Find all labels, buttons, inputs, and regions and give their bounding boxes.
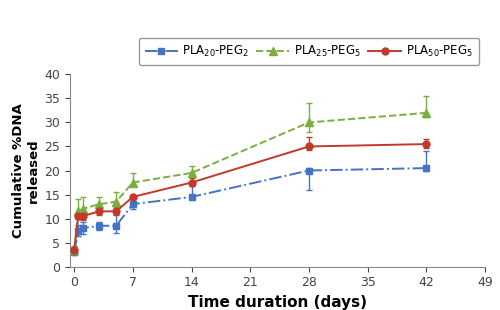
Y-axis label: Cumulative %DNA
released: Cumulative %DNA released [12,103,40,238]
X-axis label: Time duration (days): Time duration (days) [188,295,367,310]
Legend: PLA$_{20}$-PEG$_{2}$, PLA$_{25}$-PEG$_{5}$, PLA$_{50}$-PEG$_{5}$: PLA$_{20}$-PEG$_{2}$, PLA$_{25}$-PEG$_{5… [138,38,479,65]
